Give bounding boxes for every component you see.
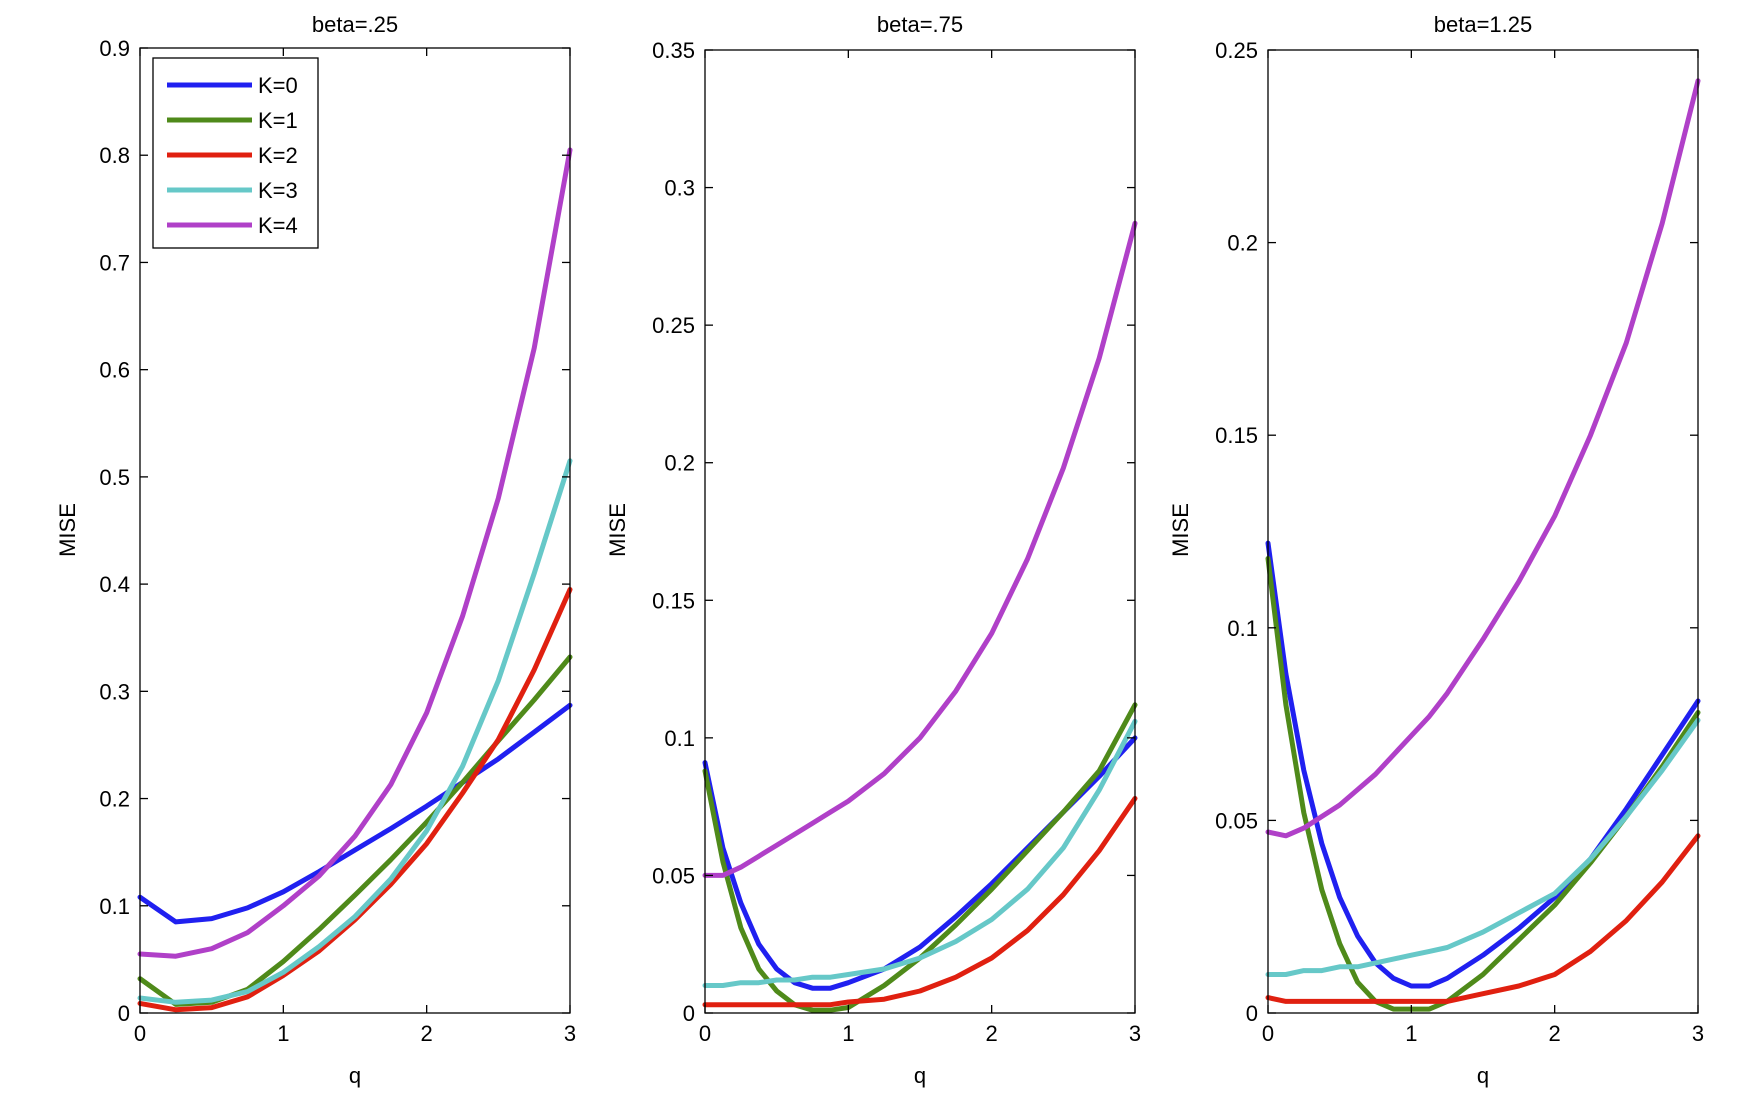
- x-tick-label: 1: [1405, 1021, 1417, 1046]
- x-tick-label: 1: [842, 1021, 854, 1046]
- y-tick-label: 0.4: [99, 572, 130, 597]
- y-tick-label: 0.7: [99, 250, 130, 275]
- y-tick-label: 0.3: [99, 679, 130, 704]
- legend-label-k0: K=0: [258, 73, 298, 98]
- y-axis-label: MISE: [605, 503, 630, 557]
- x-tick-label: 2: [421, 1021, 433, 1046]
- series-line-k0: [137, 702, 573, 925]
- panel-beta-075: beta=.75 q MISE 0 1 2 3 0 0.05 0.1 0.15 0.2 0.25 0…: [605, 12, 1141, 1088]
- x-tick-label: 2: [1549, 1021, 1561, 1046]
- series-line-k2: [702, 795, 1138, 1008]
- legend-entry-k0: K=0: [167, 73, 298, 98]
- y-tick-label: 0.5: [99, 465, 130, 490]
- x-axis-label: q: [914, 1063, 926, 1088]
- series-line-k2: [1265, 833, 1701, 1004]
- series-line-k3: [702, 718, 1138, 988]
- y-tick-label: 0: [118, 1001, 130, 1026]
- panel-beta-025: beta=.25 q MISE K=0 K=1 K=2 K=3: [55, 12, 576, 1088]
- y-tick-label: 0.2: [1227, 231, 1258, 256]
- x-tick-label: 0: [699, 1021, 711, 1046]
- series-line-k4: [702, 220, 1138, 878]
- y-tick-label: 0.2: [664, 451, 695, 476]
- legend-entry-k2: K=2: [167, 143, 298, 168]
- axes-box: [139, 47, 571, 1014]
- x-tick-label: 0: [134, 1021, 146, 1046]
- y-tick-label: 0.2: [99, 787, 130, 812]
- x-tick-label: 3: [564, 1021, 576, 1046]
- panel-title: beta=.25: [312, 12, 398, 37]
- y-tick-label: 0.25: [652, 313, 695, 338]
- y-tick-label: 0.15: [1215, 423, 1258, 448]
- series-line-k3: [1265, 717, 1701, 977]
- y-tick-label: 0.1: [1227, 616, 1258, 641]
- y-tick-label: 0.25: [1215, 38, 1258, 63]
- legend-label-k3: K=3: [258, 178, 298, 203]
- y-tick-label: 0.6: [99, 358, 130, 383]
- x-tick-label: 3: [1692, 1021, 1704, 1046]
- y-tick-label: 0: [683, 1001, 695, 1026]
- x-tick-label: 2: [986, 1021, 998, 1046]
- y-tick-label: 0.15: [652, 588, 695, 613]
- x-axis-label: q: [349, 1063, 361, 1088]
- y-tick-label: 0.05: [652, 863, 695, 888]
- legend-entry-k4: K=4: [167, 213, 298, 238]
- y-axis-label: MISE: [1168, 503, 1193, 557]
- legend-label-k2: K=2: [258, 143, 298, 168]
- y-tick-label: 0.8: [99, 143, 130, 168]
- axes-box: [1267, 49, 1699, 1014]
- y-tick-label: 0.35: [652, 38, 695, 63]
- axes-box: [704, 49, 1136, 1014]
- y-tick-label: 0: [1246, 1001, 1258, 1026]
- x-tick-label: 1: [277, 1021, 289, 1046]
- legend-entry-k3: K=3: [167, 178, 298, 203]
- panel-title: beta=1.25: [1434, 12, 1532, 37]
- y-tick-label: 0.3: [664, 176, 695, 201]
- legend-label-k4: K=4: [258, 213, 298, 238]
- series-line-k4: [1265, 78, 1701, 839]
- y-tick-label: 0.05: [1215, 808, 1258, 833]
- legend-entry-k1: K=1: [167, 108, 298, 133]
- panel-title: beta=.75: [877, 12, 963, 37]
- panel-beta-125: beta=1.25 q MISE 0 1 2 3 0 0.05 0.1 0.15 0.2 0.25: [1168, 12, 1704, 1088]
- x-tick-label: 3: [1129, 1021, 1141, 1046]
- legend: K=0 K=1 K=2 K=3 K=4: [152, 57, 319, 249]
- legend-label-k1: K=1: [258, 108, 298, 133]
- x-tick-label: 0: [1262, 1021, 1274, 1046]
- y-axis-label: MISE: [55, 503, 80, 557]
- y-tick-label: 0.9: [99, 36, 130, 61]
- x-axis-label: q: [1477, 1063, 1489, 1088]
- y-tick-label: 0.1: [99, 894, 130, 919]
- series-line-k3: [137, 458, 573, 1005]
- series-line-k4: [137, 147, 573, 959]
- y-tick-label: 0.1: [664, 726, 695, 751]
